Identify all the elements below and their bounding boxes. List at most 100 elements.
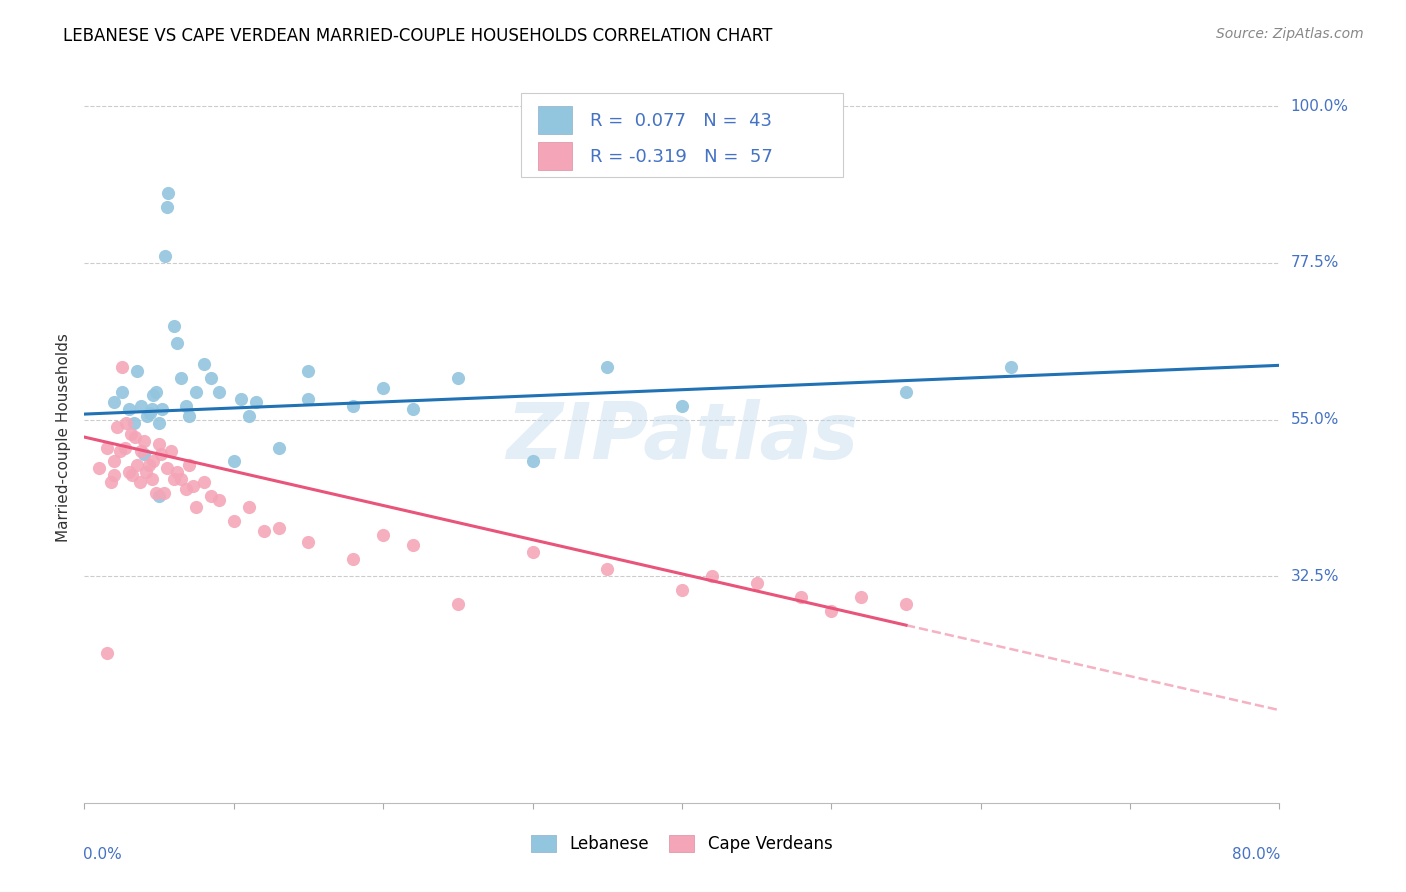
Point [177, 458, 200, 472]
Point [238, 500, 260, 514]
Bar [538, 106, 572, 135]
Point [118, 402, 141, 417]
Text: R = -0.319   N =  57: R = -0.319 N = 57 [591, 148, 773, 166]
Point [447, 597, 470, 611]
Point [163, 318, 186, 333]
Point [148, 416, 170, 430]
Text: LEBANESE VS CAPE VERDEAN MARRIED-COUPLE HOUSEHOLDS CORRELATION CHART: LEBANESE VS CAPE VERDEAN MARRIED-COUPLE … [63, 27, 773, 45]
Point [111, 360, 134, 375]
Point [402, 538, 425, 552]
Point [141, 472, 163, 486]
Point [166, 336, 188, 351]
Point [129, 399, 152, 413]
Point [1000, 360, 1022, 375]
Point [671, 399, 693, 413]
Text: 80.0%: 80.0% [1232, 847, 1281, 862]
Y-axis label: Married-couple Households: Married-couple Households [56, 333, 72, 541]
Point [166, 465, 188, 479]
Point [267, 441, 290, 455]
Point [894, 597, 917, 611]
Point [135, 465, 157, 479]
Point [111, 384, 134, 399]
Point [103, 454, 125, 468]
Point [297, 364, 319, 378]
Point [177, 409, 200, 424]
Point [174, 399, 197, 413]
Point [170, 371, 193, 385]
Legend: Lebanese, Cape Verdeans: Lebanese, Cape Verdeans [531, 835, 832, 853]
Point [141, 402, 163, 417]
Point [671, 583, 693, 598]
Point [152, 485, 174, 500]
Point [121, 468, 143, 483]
Point [245, 395, 267, 409]
Point [148, 489, 170, 503]
Point [150, 402, 173, 417]
Text: 100.0%: 100.0% [1291, 99, 1348, 113]
FancyBboxPatch shape [520, 94, 844, 178]
Point [297, 534, 319, 549]
Point [522, 454, 544, 468]
Point [128, 475, 150, 490]
Point [160, 444, 183, 458]
Point [153, 249, 176, 263]
Point [820, 604, 842, 618]
Point [253, 524, 276, 538]
Point [700, 569, 723, 583]
Point [89, 461, 111, 475]
Text: ZIPatlas: ZIPatlas [506, 399, 858, 475]
Point [596, 360, 619, 375]
Text: 0.0%: 0.0% [83, 847, 122, 862]
Point [200, 371, 222, 385]
Point [163, 472, 186, 486]
Point [129, 444, 152, 458]
Point [790, 591, 813, 605]
Point [342, 399, 364, 413]
Point [186, 500, 208, 514]
Text: Source: ZipAtlas.com: Source: ZipAtlas.com [1216, 27, 1364, 41]
Point [145, 384, 167, 399]
Point [148, 437, 170, 451]
Bar [538, 143, 572, 170]
Point [103, 468, 125, 483]
Point [120, 426, 142, 441]
Point [208, 492, 231, 507]
Text: R =  0.077   N =  43: R = 0.077 N = 43 [591, 112, 772, 130]
Point [149, 448, 172, 462]
Point [155, 461, 177, 475]
Point [193, 475, 215, 490]
Point [522, 545, 544, 559]
Point [132, 448, 156, 462]
Point [110, 444, 132, 458]
Point [155, 200, 177, 214]
Point [183, 479, 205, 493]
Point [193, 357, 215, 371]
Point [136, 409, 159, 424]
Point [170, 472, 193, 486]
Point [125, 458, 148, 472]
Point [447, 371, 470, 385]
Point [267, 521, 290, 535]
Point [157, 186, 180, 201]
Point [402, 402, 425, 417]
Point [174, 483, 197, 497]
Point [238, 409, 260, 424]
Text: 32.5%: 32.5% [1291, 569, 1339, 584]
Point [342, 552, 364, 566]
Point [139, 406, 162, 420]
Point [96, 646, 118, 660]
Point [96, 441, 118, 455]
Point [222, 514, 245, 528]
Point [124, 430, 146, 444]
Point [222, 454, 245, 468]
Point [142, 388, 165, 402]
Point [100, 475, 122, 490]
Point [851, 591, 873, 605]
Point [297, 392, 319, 406]
Point [103, 395, 125, 409]
Point [105, 419, 128, 434]
Point [122, 416, 145, 430]
Point [596, 562, 619, 576]
Point [118, 465, 141, 479]
Point [231, 392, 253, 406]
